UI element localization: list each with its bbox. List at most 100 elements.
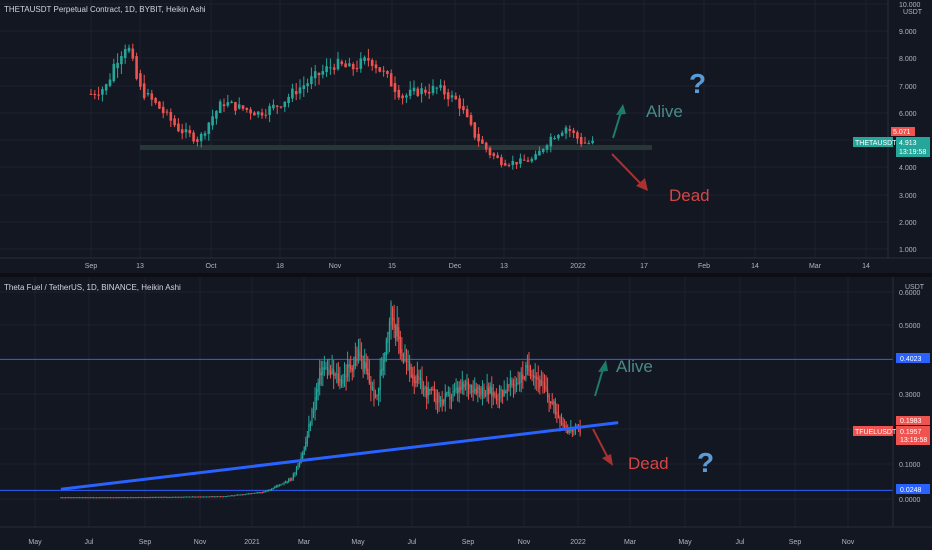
candle-body (215, 496, 217, 498)
candle (475, 382, 477, 396)
candle-body (97, 497, 99, 499)
candle (308, 415, 310, 438)
candle (500, 154, 503, 168)
x-tick-label: Nov (329, 263, 342, 270)
candle (492, 152, 496, 160)
candle-body (202, 496, 205, 498)
candle-body (336, 58, 340, 70)
candle-body (591, 140, 594, 144)
candle-body (509, 378, 511, 386)
candle (467, 378, 470, 400)
bottom-time-axis[interactable]: May Jul Sep Nov 2021 Mar May Jul Sep Nov 2022 Mar Ma… (0, 526, 932, 546)
candle-body (412, 87, 416, 92)
candle-body (573, 429, 575, 432)
bottom-trendline[interactable] (60, 421, 619, 491)
candle-body (92, 497, 95, 499)
candle (187, 496, 189, 498)
candle-body (329, 370, 332, 376)
candle-body (534, 376, 536, 378)
candle (143, 497, 146, 499)
candle-body (283, 101, 287, 107)
candle-body (412, 374, 414, 379)
candle (176, 496, 178, 498)
candle (483, 383, 485, 399)
candle (526, 156, 530, 163)
bottom-upper-line-text: 0.4023 (900, 356, 922, 363)
candle (328, 358, 330, 376)
x-tick-label: 2022 (570, 263, 586, 270)
candle-body (329, 67, 332, 69)
candle-body (393, 83, 397, 93)
candle-body (128, 497, 130, 499)
candle-body (305, 441, 307, 450)
candle-body (77, 497, 79, 499)
candle (477, 127, 480, 147)
candle (135, 52, 138, 81)
top-price-axis[interactable]: 10.0009.0008.0007.0006.0005.0004.0003.00… (853, 0, 930, 258)
candle (536, 372, 538, 391)
candle-body (91, 497, 93, 499)
candle-body (446, 92, 450, 100)
candle (150, 89, 154, 107)
candle (60, 497, 62, 499)
candle-body (256, 111, 260, 115)
candle-body (143, 497, 146, 499)
candle (385, 337, 387, 362)
candle (106, 497, 108, 499)
candle (156, 496, 158, 498)
candle (426, 375, 428, 410)
candle (429, 388, 431, 395)
candle-body (548, 394, 550, 404)
candle (122, 497, 124, 499)
candle (520, 367, 522, 393)
candle (119, 497, 121, 499)
candle-body (356, 358, 358, 361)
bottom-panel[interactable]: Theta Fuel / TetherUS, 1D, BINANCE, Heik… (0, 277, 932, 546)
top-panel[interactable]: THETAUSDT Perpetual Contract, 1D, BYBIT,… (0, 0, 932, 270)
candle-body (99, 497, 101, 499)
candle (381, 356, 383, 376)
candle-body (135, 56, 138, 79)
candle (74, 497, 76, 499)
candle (313, 64, 317, 87)
candle (508, 383, 510, 392)
candle-body (540, 380, 542, 386)
candle-body (317, 382, 319, 393)
top-countdown-text: 13:19:58 (899, 149, 926, 156)
top-time-axis[interactable]: Sep 13 Oct 18 Nov 15 Dec 13 2022 17 Feb 14 Mar 14 (0, 257, 932, 270)
candle (224, 496, 226, 498)
candle (218, 496, 220, 498)
candle (473, 121, 477, 141)
candle-body (116, 497, 118, 499)
candle-body (579, 427, 581, 434)
candle (185, 496, 188, 498)
candle-body (278, 484, 281, 486)
candle (264, 108, 268, 119)
candle (334, 372, 336, 380)
panel-divider[interactable] (0, 273, 932, 277)
candle (471, 384, 473, 398)
candle (297, 463, 299, 470)
candle (393, 76, 397, 100)
bottom-candles (60, 300, 581, 499)
candle-body (562, 423, 564, 427)
candle-body (399, 336, 401, 354)
candle (370, 375, 372, 402)
candle-body (271, 488, 273, 491)
candle (480, 386, 482, 400)
candle-body (218, 101, 222, 113)
candle-body (469, 384, 471, 388)
candle (66, 497, 68, 499)
candle-body (122, 497, 124, 499)
candle-body (223, 496, 225, 498)
candle-body (506, 383, 508, 393)
candle (378, 67, 382, 73)
candle (418, 369, 420, 385)
candle (533, 368, 535, 386)
candle (454, 92, 458, 100)
candle-body (473, 122, 477, 138)
candle (203, 130, 207, 140)
candle (257, 491, 259, 494)
candle-body (275, 485, 277, 488)
